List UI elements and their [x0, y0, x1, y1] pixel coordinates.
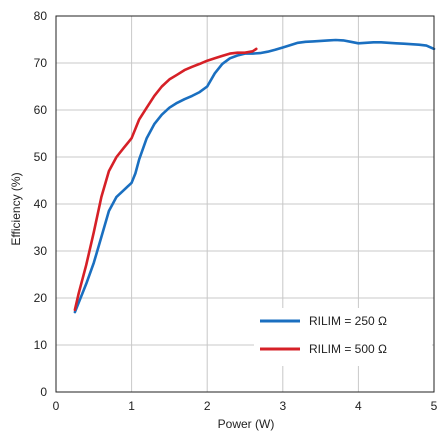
y-tick-label: 60: [34, 103, 48, 117]
y-tick-label: 80: [34, 9, 48, 23]
x-tick-label: 0: [53, 399, 60, 413]
x-tick-label: 1: [128, 399, 135, 413]
series-line-1: [73, 47, 258, 312]
legend-label-rilim-250: RILIM = 250 Ω: [309, 314, 387, 328]
y-tick-label: 10: [34, 338, 48, 352]
x-tick-label: 3: [279, 399, 286, 413]
y-tick-label: 70: [34, 56, 48, 70]
y-tick-label: 20: [34, 291, 48, 305]
x-tick-label: 2: [204, 399, 211, 413]
legend-label-rilim-500: RILIM = 500 Ω: [309, 342, 387, 356]
grid: [56, 16, 434, 392]
y-tick-label: 0: [40, 385, 47, 399]
y-tick-label: 40: [34, 197, 48, 211]
y-tick-label: 50: [34, 150, 48, 164]
y-tick-label: 30: [34, 244, 48, 258]
plot-frame: [55, 15, 435, 393]
x-axis-title: Power (W): [218, 417, 275, 431]
x-tick-label: 5: [431, 399, 438, 413]
legend-box: [254, 308, 432, 366]
y-axis-title: Efficiency (%): [9, 172, 23, 245]
legend: RILIM = 250 Ω RILIM = 500 Ω: [254, 308, 432, 366]
series-layer: [73, 38, 436, 314]
series-line-0: [73, 38, 436, 314]
x-tick-label: 4: [355, 399, 362, 413]
